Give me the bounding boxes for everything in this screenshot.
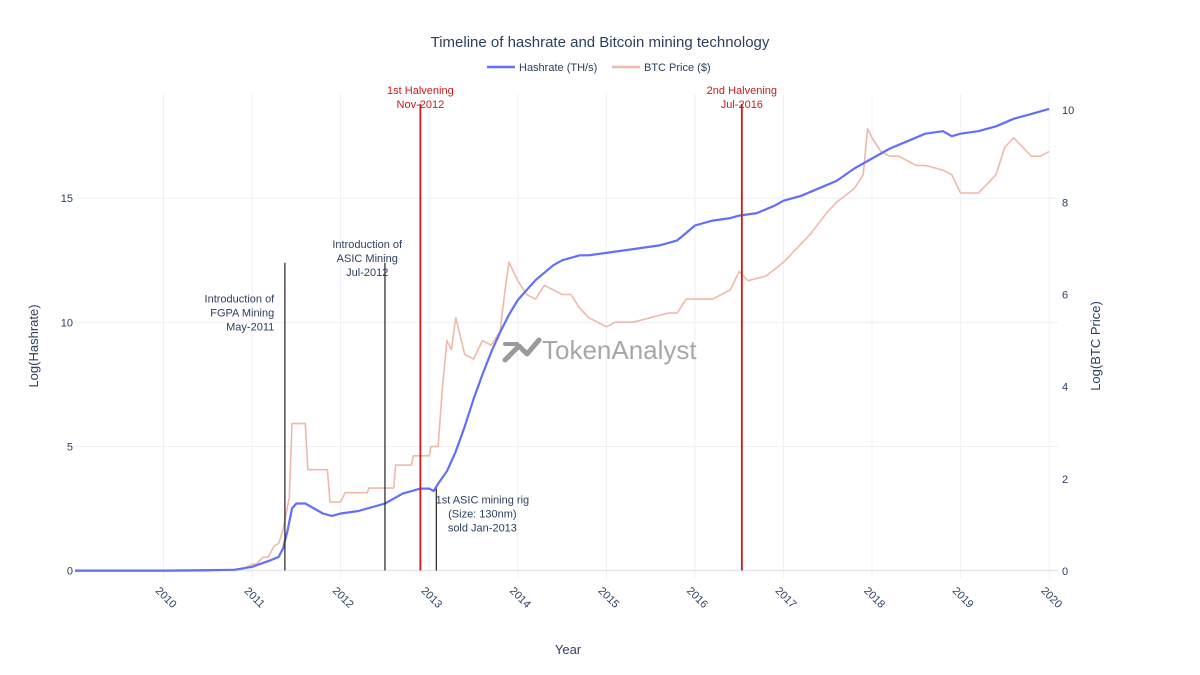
watermark-text: TokenAnalyst [542, 335, 697, 365]
x-tick-label: 2012 [330, 585, 356, 611]
event-annotation-label: FGPA Mining [210, 307, 274, 319]
event-annotation-label: Nov-2012 [397, 99, 445, 111]
legend-label-hashrate: Hashrate (TH/s) [519, 62, 597, 74]
event-annotation-label: sold Jan-2013 [448, 523, 517, 535]
x-tick-label: 2014 [507, 585, 533, 611]
y-right-tick-label: 10 [1062, 105, 1074, 117]
event-annotation-label: Introduction of [205, 293, 276, 305]
annotation-layer: Introduction of FGPA Mining May-2011 Introd… [205, 85, 777, 571]
y-right-tick-label: 2 [1062, 474, 1068, 486]
y-right-tick-label: 6 [1062, 290, 1068, 302]
event-annotation-label: Jul-2016 [721, 99, 763, 111]
legend-label-btc-price: BTC Price ($) [644, 62, 711, 74]
event-annotation-label: May-2011 [226, 321, 274, 333]
event-annotation-label: Jul-2012 [346, 267, 388, 279]
x-tick-label: 2015 [596, 585, 622, 611]
hashrate-series-line [75, 107, 1050, 572]
x-tick-label: 2010 [153, 585, 179, 611]
y-left-tick-label: 0 [67, 566, 73, 578]
legend-item-btc-price[interactable]: BTC Price ($) [612, 62, 711, 74]
y-right-tick-label: 4 [1062, 382, 1068, 394]
event-annotation-label: ASIC Mining [337, 253, 398, 265]
y-left-tick-label: 10 [61, 317, 73, 329]
event-annotation-label: (Size: 130nm) [448, 509, 516, 521]
legend: Hashrate (TH/s) BTC Price ($) [487, 62, 711, 74]
y-left-tick-label: 15 [61, 193, 73, 205]
y-right-tick-label: 8 [1062, 197, 1068, 209]
y-left-tick-label: 5 [67, 441, 73, 453]
tokenanalyst-logo-icon [502, 337, 542, 363]
legend-item-hashrate[interactable]: Hashrate (TH/s) [487, 62, 597, 74]
watermark: TokenAnalyst [502, 335, 697, 365]
event-annotation-label: 1st ASIC mining rig [436, 495, 530, 507]
series-layer [75, 107, 1050, 572]
x-axis-title: Year [555, 642, 582, 657]
y-right-tick-label: 0 [1062, 566, 1068, 578]
event-annotation-label: 1st Halvening [387, 85, 454, 97]
x-tick-label: 2019 [950, 585, 976, 611]
x-tick-label: 2013 [418, 585, 444, 611]
x-tick-label: 2020 [1038, 585, 1064, 611]
event-annotation-label: 2nd Halvening [707, 85, 777, 97]
x-tick-label: 2011 [242, 585, 267, 610]
y-right-axis-title: Log(BTC Price) [1088, 301, 1103, 391]
y-left-axis-title: Log(Hashrate) [26, 304, 41, 387]
x-tick-label: 2017 [773, 585, 799, 611]
x-tick-label: 2018 [861, 585, 887, 611]
event-annotation-label: Introduction of [332, 239, 403, 251]
grid-layer [75, 94, 1058, 578]
x-tick-label: 2016 [684, 585, 710, 611]
chart-title: Timeline of hashrate and Bitcoin mining … [431, 34, 770, 51]
btc-price-series-line [75, 127, 1050, 572]
